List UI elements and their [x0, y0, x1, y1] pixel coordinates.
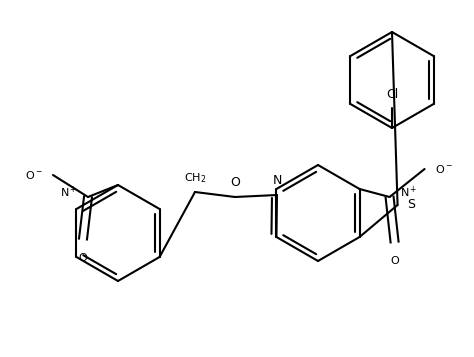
- Text: O$^-$: O$^-$: [435, 163, 453, 175]
- Text: N$^+$: N$^+$: [400, 184, 417, 200]
- Text: Cl: Cl: [386, 87, 398, 101]
- Text: O: O: [230, 176, 240, 190]
- Text: O$^-$: O$^-$: [25, 169, 43, 181]
- Text: O: O: [79, 253, 87, 263]
- Text: O: O: [390, 256, 399, 266]
- Text: N$^+$: N$^+$: [61, 184, 78, 200]
- Text: CH$_2$: CH$_2$: [184, 171, 206, 185]
- Text: S: S: [408, 198, 416, 211]
- Text: N: N: [272, 175, 282, 187]
